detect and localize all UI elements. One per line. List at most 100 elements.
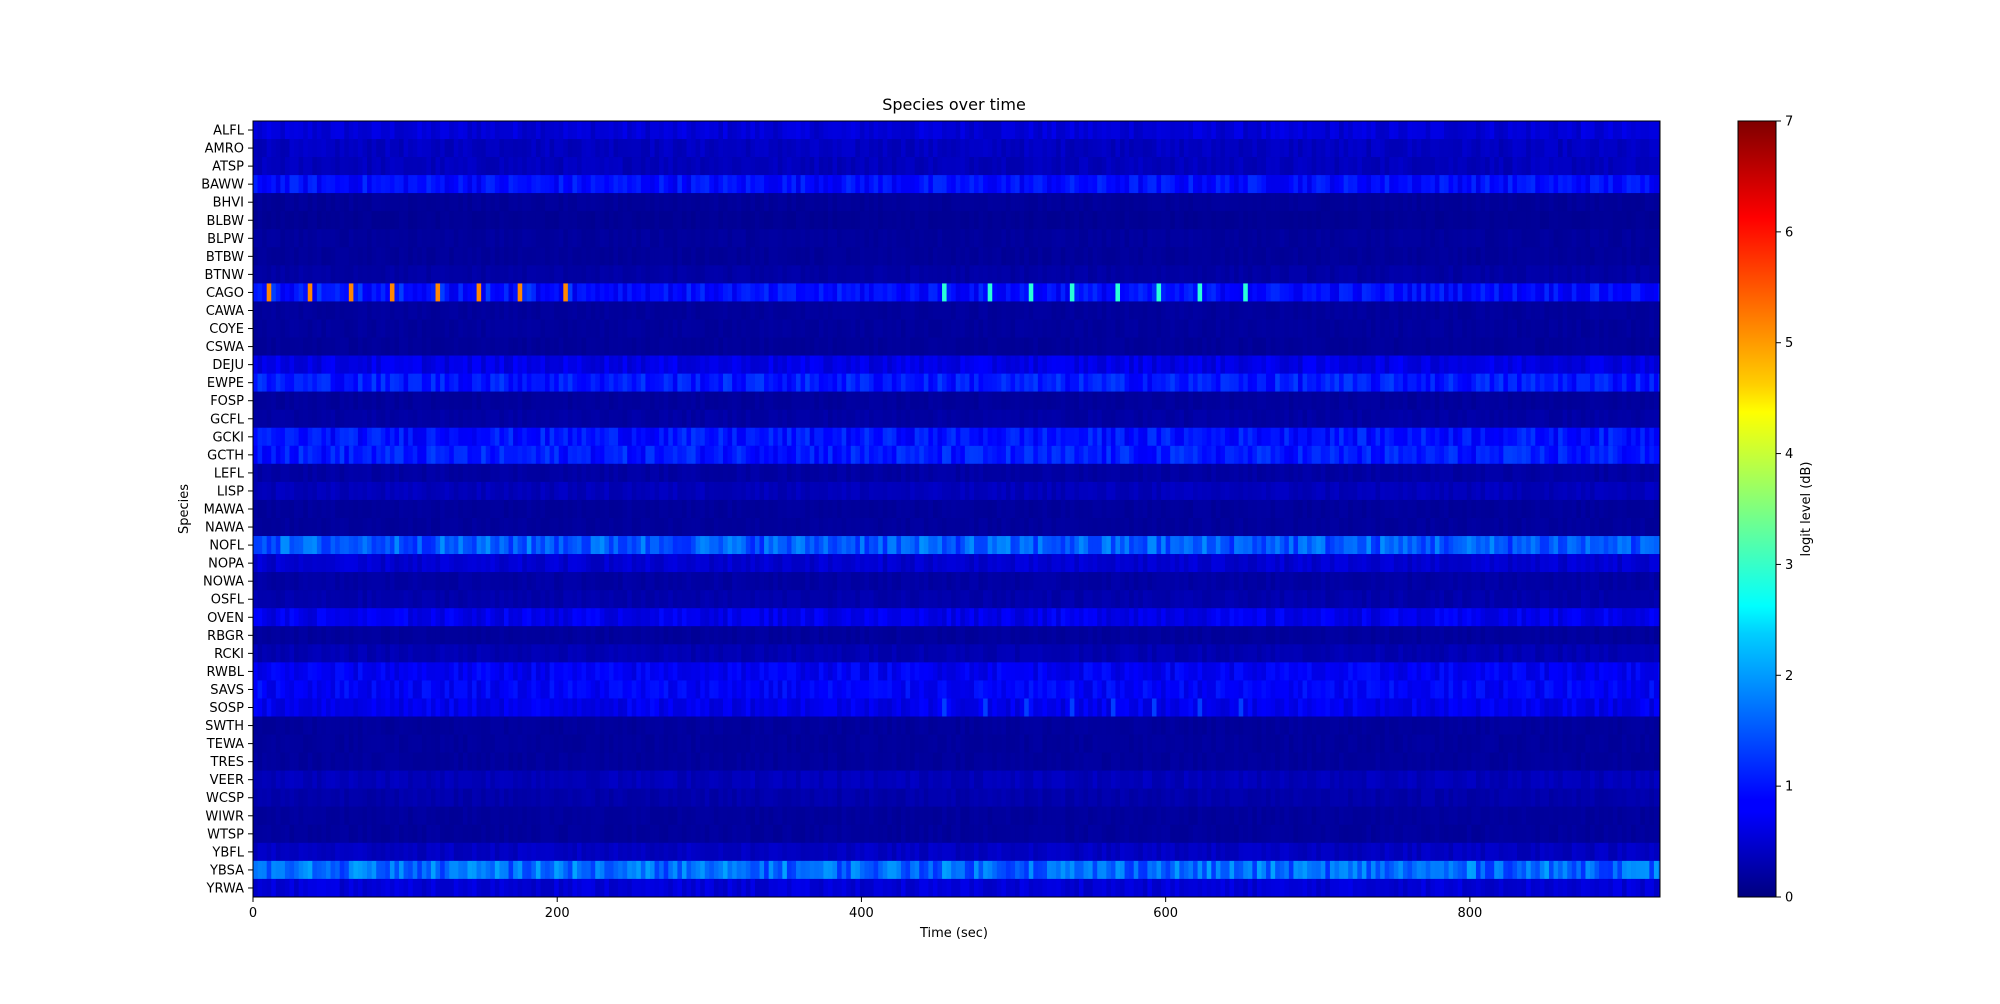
heatmap-cell <box>421 121 427 140</box>
heatmap-cell <box>472 121 477 140</box>
heatmap-cell <box>1120 337 1125 356</box>
heatmap-cell <box>417 175 423 194</box>
heatmap-cell <box>1056 157 1061 176</box>
heatmap-cell <box>996 247 1002 266</box>
heatmap-cell <box>992 391 998 411</box>
heatmap-cell <box>1165 193 1171 212</box>
heatmap-cell <box>878 265 884 284</box>
heatmap-cell <box>1243 337 1249 356</box>
heatmap-cell <box>745 247 751 266</box>
heatmap-cell <box>1448 265 1454 284</box>
heatmap-cell <box>540 301 546 320</box>
heatmap-cell <box>773 229 779 248</box>
heatmap-cell <box>567 283 573 302</box>
heatmap-cell <box>1380 247 1385 266</box>
heatmap-cell <box>1635 283 1641 302</box>
heatmap-cell <box>1097 139 1103 158</box>
heatmap-cell <box>627 175 633 194</box>
heatmap-cell <box>1384 355 1390 374</box>
heatmap-cell <box>449 247 455 266</box>
heatmap-cell <box>604 283 610 302</box>
heatmap-cell <box>1083 265 1089 284</box>
heatmap-cell <box>805 355 811 374</box>
heatmap-cell <box>942 139 947 158</box>
heatmap-cell <box>576 391 582 411</box>
heatmap-cell <box>476 175 482 194</box>
heatmap-cell <box>732 229 737 248</box>
heatmap-cell <box>622 139 628 158</box>
heatmap-cell <box>928 193 934 212</box>
heatmap-cell <box>869 355 874 374</box>
heatmap-cell <box>503 391 509 411</box>
heatmap-cell <box>417 211 423 230</box>
heatmap-cell <box>481 319 487 338</box>
heatmap-cell <box>919 301 925 320</box>
heatmap-cell <box>1558 211 1563 230</box>
heatmap-cell <box>636 175 642 194</box>
heatmap-cell <box>1266 247 1271 266</box>
heatmap-cell <box>608 265 614 284</box>
heatmap-cell <box>786 265 792 284</box>
heatmap-cell <box>1211 211 1217 230</box>
heatmap-cell <box>869 283 874 302</box>
heatmap-cell <box>472 301 477 320</box>
heatmap-cell <box>650 355 655 374</box>
heatmap-cell <box>1311 121 1317 140</box>
heatmap-cell <box>567 157 573 176</box>
heatmap-cell <box>1462 373 1468 392</box>
heatmap-cell <box>978 139 984 158</box>
heatmap-cell <box>709 373 715 392</box>
heatmap-cell <box>1165 265 1171 284</box>
heatmap-cell <box>1352 229 1358 248</box>
heatmap-cell <box>846 175 852 194</box>
heatmap-cell <box>321 319 327 338</box>
heatmap-cell <box>1069 229 1075 248</box>
heatmap-cell <box>873 301 879 320</box>
heatmap-cell <box>1343 139 1349 158</box>
heatmap-cell <box>1028 373 1034 392</box>
heatmap-cell <box>513 193 518 212</box>
heatmap-cell <box>1078 301 1084 320</box>
heatmap-cell <box>554 193 560 212</box>
heatmap-cell <box>837 337 842 356</box>
heatmap-cell <box>1553 229 1559 248</box>
heatmap-cell <box>298 157 304 176</box>
heatmap-cell <box>385 373 391 392</box>
heatmap-cell <box>399 319 404 338</box>
heatmap-cell <box>837 229 842 248</box>
heatmap-cell <box>257 211 263 230</box>
heatmap-cell <box>389 193 395 212</box>
heatmap-cell <box>1206 229 1212 248</box>
heatmap-cell <box>289 409 295 429</box>
heatmap-cell <box>1585 373 1591 392</box>
heatmap-cell <box>444 193 450 212</box>
heatmap-cell <box>1562 301 1568 320</box>
heatmap-cell <box>1603 391 1609 411</box>
heatmap-cell <box>695 175 701 194</box>
heatmap-cell <box>339 265 345 284</box>
heatmap-cell <box>777 157 783 176</box>
heatmap-cell <box>704 229 710 248</box>
heatmap-cell <box>1558 193 1563 212</box>
heatmap-cell <box>449 337 455 356</box>
heatmap-cell <box>586 355 591 374</box>
heatmap-cell <box>782 247 788 266</box>
heatmap-cell <box>599 157 605 176</box>
heatmap-cell <box>513 121 518 140</box>
heatmap-cell <box>545 175 550 194</box>
heatmap-cell <box>850 283 856 302</box>
heatmap-cell <box>485 247 491 266</box>
heatmap-cell <box>253 373 258 392</box>
heatmap-cell <box>969 121 975 140</box>
heatmap-cell <box>613 283 619 302</box>
heatmap-cell <box>672 139 678 158</box>
heatmap-cell <box>1266 175 1271 194</box>
heatmap-cell <box>1047 265 1052 284</box>
heatmap-cell <box>1120 319 1125 338</box>
heatmap-cell <box>1083 229 1089 248</box>
heatmap-cell <box>1558 391 1563 411</box>
heatmap-cell <box>796 193 801 212</box>
heatmap-cell <box>736 301 742 320</box>
heatmap-cell <box>850 139 856 158</box>
heatmap-cell <box>764 139 769 158</box>
